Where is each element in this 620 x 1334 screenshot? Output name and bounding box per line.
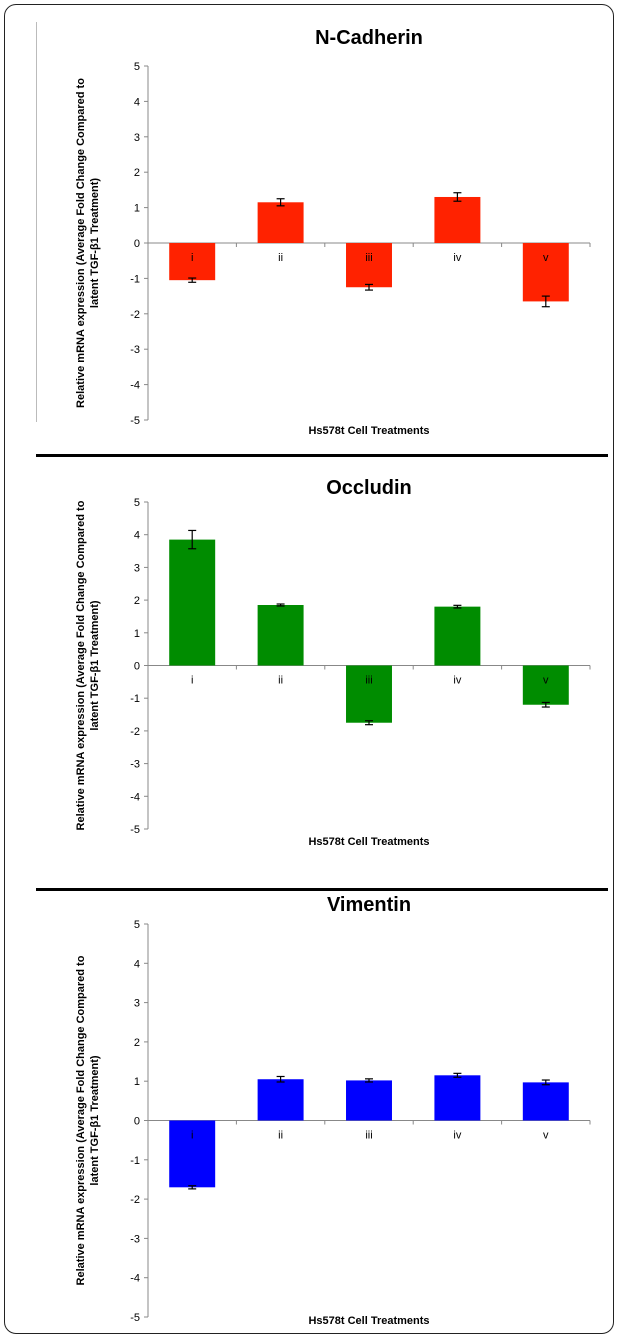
category-label: iii bbox=[365, 675, 372, 687]
chart-title: N-Cadherin bbox=[315, 27, 423, 49]
y-tick-label: -5 bbox=[130, 1312, 140, 1324]
y-tick-label: 5 bbox=[134, 61, 140, 73]
category-label: iv bbox=[453, 252, 461, 264]
category-label: ii bbox=[278, 252, 283, 264]
y-tick-label: -1 bbox=[130, 1155, 140, 1167]
category-label: ii bbox=[278, 1130, 283, 1142]
y-tick-label: 5 bbox=[134, 497, 140, 509]
category-label: i bbox=[191, 1130, 193, 1142]
bar bbox=[434, 196, 481, 243]
y-tick-label: 4 bbox=[134, 958, 140, 970]
x-axis-label: Hs578t Cell Treatments bbox=[308, 425, 429, 437]
y-tick-label: -3 bbox=[130, 759, 140, 771]
category-label: ii bbox=[278, 675, 283, 687]
y-tick-label: -2 bbox=[130, 309, 140, 321]
y-tick-label: -3 bbox=[130, 1233, 140, 1245]
category-label: iii bbox=[365, 252, 372, 264]
divider-2 bbox=[36, 888, 608, 891]
chart-title: Occludin bbox=[326, 477, 412, 499]
panel-edge-top bbox=[36, 22, 37, 422]
category-label: i bbox=[191, 252, 193, 264]
y-tick-label: -5 bbox=[130, 415, 140, 427]
y-tick-label: -1 bbox=[130, 273, 140, 285]
y-tick-label: -4 bbox=[130, 380, 140, 392]
y-tick-label: -4 bbox=[130, 791, 140, 803]
y-tick-label: 1 bbox=[134, 203, 140, 215]
y-axis-label: Relative mRNA expression (Average Fold C… bbox=[75, 78, 101, 408]
category-label: i bbox=[191, 675, 193, 687]
bar bbox=[257, 202, 304, 243]
category-label: v bbox=[543, 675, 549, 687]
y-tick-label: 4 bbox=[134, 530, 140, 542]
bar bbox=[346, 243, 392, 288]
bar bbox=[169, 243, 216, 281]
y-tick-label: -2 bbox=[130, 726, 140, 738]
bar bbox=[169, 1120, 216, 1188]
category-label: iv bbox=[453, 1130, 461, 1142]
y-tick-label: 2 bbox=[134, 595, 140, 607]
y-tick-label: 4 bbox=[134, 96, 140, 108]
y-tick-label: 5 bbox=[134, 919, 140, 931]
y-tick-label: 2 bbox=[134, 167, 140, 179]
y-tick-label: 0 bbox=[134, 1116, 140, 1128]
category-label: v bbox=[543, 252, 549, 264]
y-tick-label: -4 bbox=[130, 1273, 140, 1285]
y-tick-label: 3 bbox=[134, 562, 140, 574]
divider-1 bbox=[36, 454, 608, 457]
y-axis-label: Relative mRNA expression (Average Fold C… bbox=[75, 955, 101, 1285]
y-tick-label: -1 bbox=[130, 693, 140, 705]
category-label: iv bbox=[453, 675, 461, 687]
y-tick-label: 0 bbox=[134, 661, 140, 673]
x-axis-label: Hs578t Cell Treatments bbox=[308, 836, 429, 848]
bar bbox=[522, 1082, 569, 1121]
bar bbox=[169, 539, 216, 666]
x-axis-label: Hs578t Cell Treatments bbox=[308, 1315, 429, 1327]
y-axis-label: Relative mRNA expression (Average Fold C… bbox=[75, 500, 101, 830]
bar bbox=[522, 665, 569, 705]
y-tick-label: 1 bbox=[134, 628, 140, 640]
y-tick-label: 0 bbox=[134, 238, 140, 250]
y-tick-label: -3 bbox=[130, 344, 140, 356]
category-label: iii bbox=[365, 1130, 372, 1142]
category-label: v bbox=[543, 1130, 549, 1142]
bar bbox=[346, 1080, 392, 1121]
y-tick-label: -5 bbox=[130, 824, 140, 836]
y-tick-label: 3 bbox=[134, 132, 140, 144]
chart-title: Vimentin bbox=[327, 894, 411, 916]
bar bbox=[346, 665, 392, 723]
bar bbox=[434, 1075, 481, 1121]
y-tick-label: -2 bbox=[130, 1194, 140, 1206]
bar bbox=[257, 1079, 304, 1121]
y-tick-label: 2 bbox=[134, 1037, 140, 1049]
bar bbox=[257, 605, 304, 666]
y-tick-label: 3 bbox=[134, 998, 140, 1010]
bar bbox=[522, 243, 569, 302]
y-tick-label: 1 bbox=[134, 1076, 140, 1088]
bar bbox=[434, 606, 481, 666]
